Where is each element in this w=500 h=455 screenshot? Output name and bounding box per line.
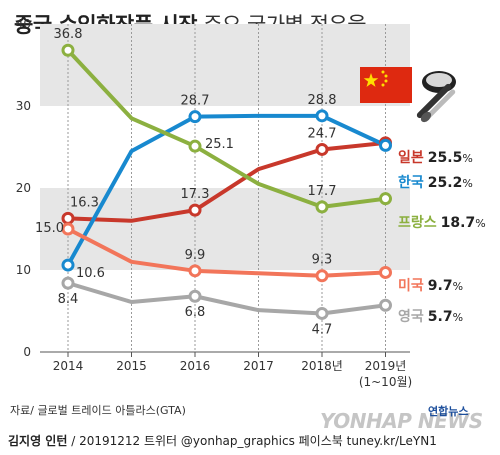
data-point xyxy=(379,298,392,312)
data-point xyxy=(315,109,329,123)
data-label: 9.9 xyxy=(185,248,206,263)
series-line xyxy=(66,281,388,316)
data-label: 16.3 xyxy=(70,195,99,210)
data-point xyxy=(61,43,75,57)
x-tick-label: 2017 xyxy=(243,359,274,373)
data-point xyxy=(315,269,329,283)
cosmetics-icon xyxy=(416,71,456,123)
author: 김지영 인턴 xyxy=(8,434,68,448)
y-tick-label: 20 xyxy=(16,181,31,195)
data-label: 28.7 xyxy=(181,94,210,109)
data-point xyxy=(61,276,75,290)
y-tick-label: 30 xyxy=(16,99,31,113)
data-label: 36.8 xyxy=(54,27,83,42)
data-point xyxy=(379,192,392,206)
x-tick-sublabel: (1~10월) xyxy=(359,375,412,389)
data-label: 4.7 xyxy=(312,322,333,337)
data-point xyxy=(61,222,75,236)
x-tick-label: 2016 xyxy=(180,359,211,373)
data-point xyxy=(188,264,202,278)
china-flag-icon xyxy=(360,67,412,103)
watermark: YONHAP NEWS xyxy=(320,409,483,433)
series-line xyxy=(66,227,388,278)
data-label: 8.4 xyxy=(58,292,79,307)
series-end-label: 프랑스 18.7% xyxy=(398,215,486,231)
y-tick-label: 40 xyxy=(16,17,31,31)
data-point xyxy=(315,200,329,214)
data-label: 9.3 xyxy=(312,253,333,268)
data-point xyxy=(379,265,392,279)
y-tick-label: 0 xyxy=(23,345,31,359)
data-point xyxy=(61,211,75,225)
y-tick-label: 10 xyxy=(16,263,31,277)
x-tick-label: 2018년 xyxy=(301,359,343,373)
series-end-label: 일본 25.5% xyxy=(398,150,473,166)
data-label: 17.7 xyxy=(308,184,337,199)
x-tick-label: 2019년 xyxy=(365,359,407,373)
data-label: 24.7 xyxy=(308,126,337,141)
series-line xyxy=(66,113,388,268)
data-point xyxy=(315,142,329,156)
data-label: 17.3 xyxy=(181,187,210,202)
data-point xyxy=(188,139,202,153)
yonhap-logo: 연합뉴스 xyxy=(428,405,469,418)
series-line xyxy=(66,140,388,223)
data-point xyxy=(188,110,202,124)
x-tick-label: 2014 xyxy=(53,359,84,373)
data-point xyxy=(188,289,202,303)
data-label: 10.6 xyxy=(76,266,105,281)
credit-info: / 20191212 트위터 @yonhap_graphics 페이스북 tun… xyxy=(67,434,437,448)
data-point xyxy=(61,258,75,272)
footer-credit: 김지영 인턴 / 20191212 트위터 @yonhap_graphics 페… xyxy=(8,432,437,449)
x-tick-label: 2015 xyxy=(116,359,147,373)
data-label: 6.8 xyxy=(185,305,206,320)
series-end-label: 영국 5.7% xyxy=(398,308,463,325)
shaded-band-1 xyxy=(40,24,410,106)
data-label: 25.1 xyxy=(205,137,234,152)
data-label: 28.8 xyxy=(308,93,337,108)
series-end-label: 미국 9.7% xyxy=(398,278,463,294)
data-label: 15.0 xyxy=(35,221,64,236)
data-point xyxy=(379,138,392,152)
series-line xyxy=(66,48,388,209)
source-note: 자료/ 글로벌 트레이드 아틀라스(GTA) xyxy=(10,404,186,417)
data-point xyxy=(188,203,202,217)
data-point xyxy=(315,306,329,320)
series-end-label: 한국 25.2% xyxy=(398,175,473,191)
